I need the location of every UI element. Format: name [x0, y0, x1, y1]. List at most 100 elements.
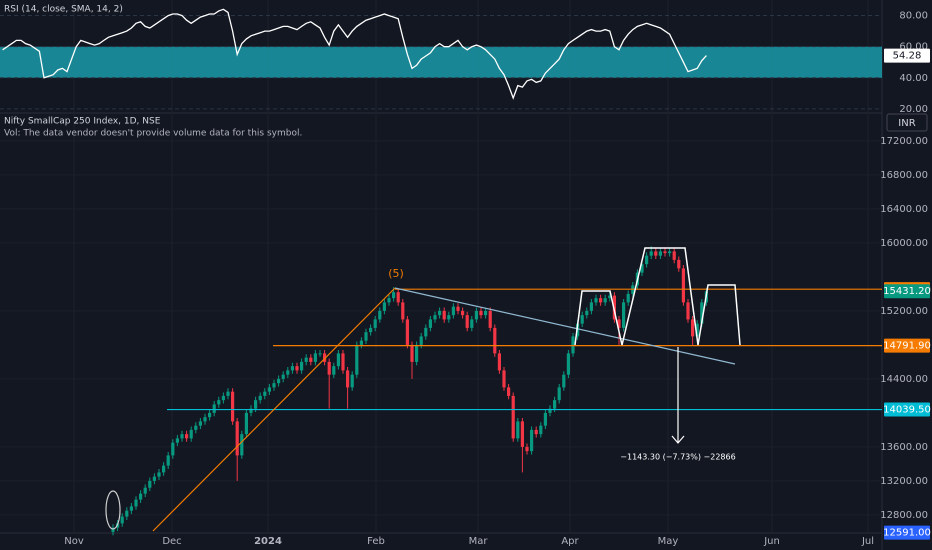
candle-body — [645, 255, 649, 265]
candle-body — [240, 434, 244, 456]
candle-body — [585, 310, 589, 316]
candle-body — [336, 353, 340, 367]
candle-body — [258, 395, 262, 401]
candle-body — [534, 429, 538, 435]
candle-body — [350, 374, 354, 388]
candle-body — [516, 421, 520, 439]
candle-body — [663, 251, 667, 254]
candle-body — [263, 391, 267, 396]
candle-body — [249, 408, 253, 413]
rsi-tick-label: 80.00 — [899, 11, 928, 22]
candle-body — [691, 319, 695, 337]
candle-body — [681, 268, 685, 303]
pattern-outline — [574, 247, 741, 346]
candle-body — [654, 251, 658, 256]
highlight-ellipse — [105, 490, 121, 530]
candle-body — [649, 251, 653, 256]
y-tick-label: 16000.00 — [880, 238, 928, 249]
y-tick-label: 17200.00 — [880, 136, 928, 147]
candle-body — [203, 417, 207, 422]
y-tick-label: 15200.00 — [880, 306, 928, 317]
candle-body — [300, 361, 304, 371]
rsi-value-box — [884, 48, 930, 63]
candle-body — [111, 527, 115, 532]
volume-note: Vol: The data vendor doesn't provide vol… — [4, 129, 302, 139]
candle-body — [120, 516, 124, 524]
x-tick-label: Feb — [367, 536, 385, 547]
price-box-label: 14039.50 — [883, 405, 931, 416]
candle-body — [221, 395, 225, 401]
candle-body — [700, 302, 704, 324]
candle-body — [369, 327, 373, 333]
candle-body — [677, 259, 681, 269]
candle-body — [438, 310, 442, 316]
candle-body — [640, 264, 644, 273]
candle-body — [272, 383, 276, 388]
symbol-legend: Nifty SmallCap 250 Index, 1D, NSE — [4, 117, 161, 127]
candle-body — [451, 306, 455, 316]
candle-body — [157, 472, 161, 477]
candle-body — [341, 353, 345, 371]
candle-body — [456, 306, 460, 311]
candle-body — [497, 353, 501, 371]
rsi-line — [2, 8, 707, 100]
candle-body — [346, 370, 350, 388]
arrow-head — [671, 435, 685, 444]
candle-body — [502, 370, 506, 388]
wave-label: (5) — [388, 267, 404, 280]
x-tick-label: Jun — [763, 536, 780, 547]
candle-body — [139, 493, 143, 500]
candle-body — [580, 315, 584, 324]
x-tick-label: Jul — [861, 536, 874, 547]
price-box-label: 15431.20 — [883, 286, 931, 297]
candle-body — [313, 353, 317, 362]
candle-body — [695, 323, 699, 337]
candle-body — [447, 315, 451, 320]
candle-body — [148, 480, 152, 488]
price-box-label: 14791.90 — [883, 341, 931, 352]
candle-body — [290, 366, 294, 371]
candle-body — [668, 251, 672, 254]
candle-body — [465, 315, 469, 328]
candle-body — [217, 400, 221, 405]
currency-label[interactable]: INR — [898, 118, 915, 129]
price-box — [884, 338, 930, 353]
candle-body — [488, 310, 492, 328]
rsi-legend: RSI (14, close, SMA, 14, 2) — [4, 5, 123, 15]
candle-body — [277, 378, 281, 384]
candle-body — [226, 391, 230, 396]
candle-body — [166, 455, 170, 466]
candle-body — [364, 332, 368, 341]
y-tick-label: 14400.00 — [880, 374, 928, 385]
candle-body — [566, 353, 570, 375]
candle-body — [309, 357, 313, 362]
candle-body — [543, 412, 547, 426]
y-tick-label: 13600.00 — [880, 442, 928, 453]
rsi-tick-label: 20.00 — [899, 104, 928, 115]
candle-body — [392, 292, 396, 299]
candle-body — [553, 400, 557, 409]
candle-body — [359, 340, 363, 345]
candle-body — [125, 510, 129, 517]
candle-body — [318, 353, 322, 355]
candle-body — [212, 404, 216, 413]
candle-body — [129, 506, 133, 511]
candle-body — [281, 374, 285, 379]
candle-body — [617, 319, 621, 328]
candle-body — [415, 344, 419, 362]
y-tick-label: 13200.00 — [880, 476, 928, 487]
price-box — [884, 402, 930, 417]
x-tick-label: Dec — [162, 536, 181, 547]
candle-body — [208, 412, 212, 418]
candle-body — [507, 387, 511, 396]
x-tick-label: 2024 — [254, 536, 282, 547]
currency-box[interactable] — [886, 113, 928, 132]
price-box-label: 12591.00 — [883, 528, 931, 539]
candle-body — [304, 357, 308, 362]
candle-body — [493, 327, 497, 354]
candle-body — [557, 387, 561, 401]
candle-body — [479, 310, 483, 316]
